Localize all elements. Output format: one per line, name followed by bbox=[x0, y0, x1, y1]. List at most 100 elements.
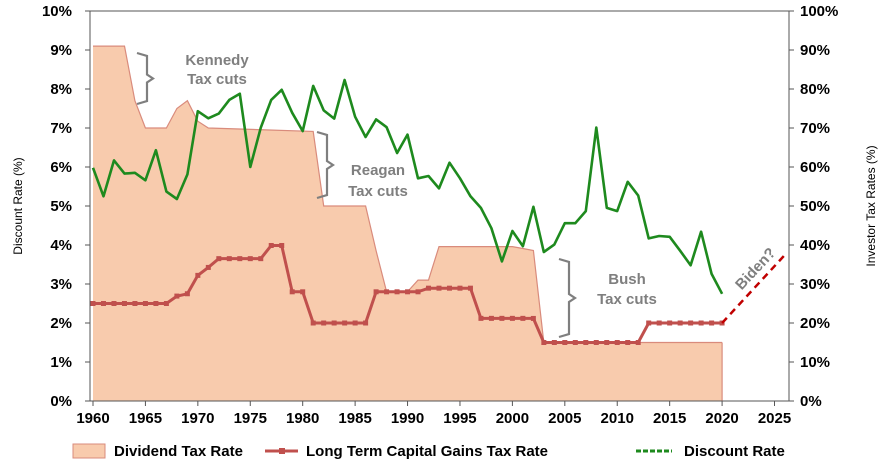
y-left-tick-label: 7% bbox=[50, 120, 72, 137]
capital-gains-marker bbox=[247, 256, 253, 262]
y-left-tick-label: 5% bbox=[50, 198, 72, 215]
capital-gains-marker bbox=[698, 320, 704, 326]
legend-label-dividend: Dividend Tax Rate bbox=[114, 443, 243, 460]
capital-gains-marker bbox=[279, 242, 285, 248]
capital-gains-marker bbox=[331, 320, 337, 326]
y-right-tick-label: 30% bbox=[800, 276, 830, 293]
y-left-tick-label: 9% bbox=[50, 42, 72, 59]
x-tick-label: 2010 bbox=[601, 410, 634, 427]
x-tick-label: 1985 bbox=[338, 410, 371, 427]
kennedy-bracket bbox=[136, 51, 155, 106]
capital-gains-marker bbox=[373, 289, 379, 295]
capital-gains-marker bbox=[342, 320, 348, 326]
capital-gains-marker bbox=[614, 340, 620, 345]
y-left-tick-label: 8% bbox=[50, 81, 72, 98]
bush-bracket bbox=[558, 257, 577, 339]
capital-gains-marker bbox=[310, 320, 316, 326]
reagan-label-line2: Tax cuts bbox=[348, 183, 408, 200]
capital-gains-marker bbox=[604, 340, 610, 345]
kennedy-label-line1: Kennedy bbox=[185, 52, 249, 69]
capital-gains-marker bbox=[509, 315, 515, 321]
capital-gains-marker bbox=[289, 289, 295, 295]
capital-gains-marker bbox=[688, 320, 694, 326]
bush-label-line2: Tax cuts bbox=[597, 291, 657, 308]
biden-projection-line bbox=[721, 253, 786, 324]
capital-gains-marker bbox=[593, 340, 599, 345]
capital-gains-marker bbox=[352, 320, 358, 326]
capital-gains-marker bbox=[216, 256, 222, 262]
capital-gains-marker bbox=[488, 315, 494, 321]
y-left-tick-label: 0% bbox=[50, 393, 72, 410]
y-right-tick-label: 70% bbox=[800, 120, 830, 137]
x-tick-label: 1960 bbox=[76, 410, 109, 427]
capital-gains-marker bbox=[520, 315, 526, 321]
capital-gains-marker bbox=[174, 293, 180, 299]
capital-gains-marker bbox=[572, 340, 578, 345]
capital-gains-marker bbox=[111, 301, 117, 306]
capital-gains-marker bbox=[258, 256, 264, 262]
capital-gains-marker bbox=[551, 340, 557, 345]
legend-label-capital-gains: Long Term Capital Gains Tax Rate bbox=[306, 443, 548, 460]
y-right-tick-label: 10% bbox=[800, 354, 830, 371]
capital-gains-marker bbox=[405, 289, 411, 295]
reagan-bracket bbox=[316, 130, 335, 200]
x-tick-label: 2005 bbox=[548, 410, 581, 427]
capital-gains-marker bbox=[121, 301, 127, 306]
capital-gains-marker bbox=[142, 301, 148, 306]
capital-gains-marker bbox=[426, 285, 432, 291]
capital-gains-marker bbox=[163, 301, 169, 306]
x-tick-label: 1980 bbox=[286, 410, 319, 427]
capital-gains-marker bbox=[100, 301, 106, 306]
capital-gains-marker bbox=[530, 315, 536, 321]
y-right-tick-label: 50% bbox=[800, 198, 830, 215]
capital-gains-marker bbox=[394, 289, 400, 295]
x-tick-label: 2015 bbox=[653, 410, 686, 427]
x-tick-label: 2000 bbox=[496, 410, 529, 427]
bush-label-line1: Bush bbox=[608, 271, 646, 288]
capital-gains-marker bbox=[132, 301, 138, 306]
y-left-tick-label: 4% bbox=[50, 237, 72, 254]
legend-swatch-dividend bbox=[72, 443, 106, 459]
capital-gains-marker bbox=[709, 320, 715, 326]
x-tick-label: 1995 bbox=[443, 410, 476, 427]
capital-gains-marker bbox=[656, 320, 662, 326]
capital-gains-marker bbox=[384, 289, 390, 295]
y-right-tick-label: 0% bbox=[800, 393, 822, 410]
capital-gains-marker bbox=[436, 285, 442, 291]
capital-gains-marker bbox=[321, 320, 327, 326]
reagan-label-line1: Reagan bbox=[351, 162, 405, 179]
capital-gains-marker bbox=[446, 285, 452, 291]
capital-gains-marker bbox=[677, 320, 683, 326]
x-tick-label: 1965 bbox=[129, 410, 162, 427]
capital-gains-marker bbox=[90, 301, 96, 306]
y-left-tick-label: 1% bbox=[50, 354, 72, 371]
y-left-tick-label: 2% bbox=[50, 315, 72, 332]
capital-gains-marker bbox=[184, 291, 190, 297]
capital-gains-marker bbox=[499, 315, 505, 321]
capital-gains-marker bbox=[667, 320, 673, 326]
dividend-tax-edge bbox=[93, 45, 723, 344]
capital-gains-marker bbox=[625, 340, 631, 345]
x-tick-label: 1975 bbox=[234, 410, 267, 427]
x-tick-label: 1970 bbox=[181, 410, 214, 427]
capital-gains-marker bbox=[457, 285, 463, 291]
y-right-tick-label: 20% bbox=[800, 315, 830, 332]
y-right-tick-label: 80% bbox=[800, 81, 830, 98]
kennedy-label-line2: Tax cuts bbox=[187, 71, 247, 88]
y-left-tick-label: 3% bbox=[50, 276, 72, 293]
capital-gains-marker bbox=[205, 264, 211, 270]
capital-gains-marker bbox=[646, 320, 652, 326]
capital-gains-marker bbox=[237, 256, 243, 262]
capital-gains-marker bbox=[268, 242, 274, 248]
capital-gains-marker bbox=[300, 289, 306, 295]
y-right-tick-label: 100% bbox=[800, 3, 838, 20]
capital-gains-marker bbox=[226, 256, 232, 262]
y-left-tick-label: 10% bbox=[42, 3, 72, 20]
capital-gains-marker bbox=[195, 272, 201, 278]
capital-gains-marker bbox=[153, 301, 159, 306]
capital-gains-marker bbox=[635, 340, 641, 345]
y-right-tick-label: 60% bbox=[800, 159, 830, 176]
y-right-tick-label: 40% bbox=[800, 237, 830, 254]
capital-gains-marker bbox=[467, 285, 473, 291]
